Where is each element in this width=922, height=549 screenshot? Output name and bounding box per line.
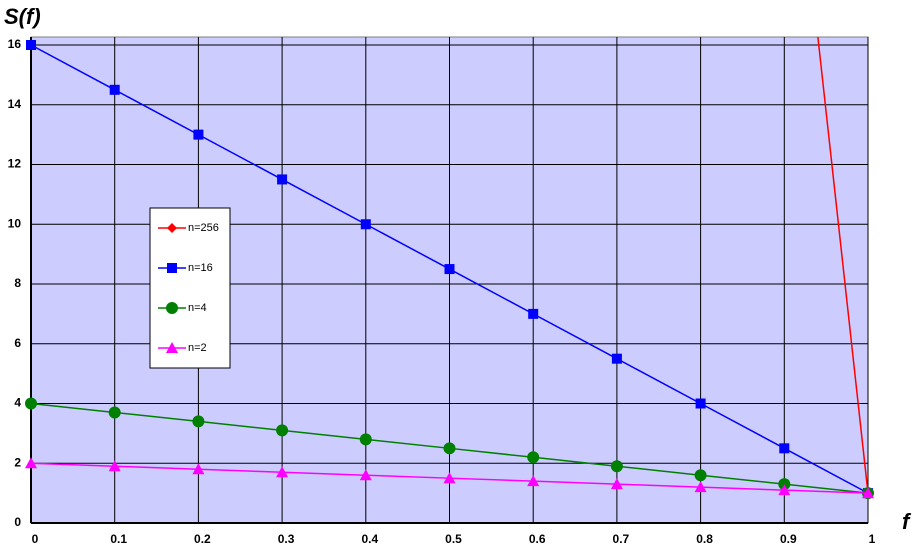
marker — [611, 353, 622, 364]
marker — [167, 263, 177, 273]
x-tick-label: 0.6 — [529, 532, 546, 546]
y-tick-label: 6 — [14, 336, 21, 350]
x-tick-label: 0.7 — [613, 532, 630, 546]
y-tick-label: 12 — [8, 157, 22, 171]
x-tick-label: 0.3 — [278, 532, 295, 546]
x-tick-label: 0.4 — [361, 532, 378, 546]
marker — [443, 472, 456, 484]
legend-label: n=16 — [188, 262, 213, 274]
marker — [528, 308, 539, 319]
marker — [444, 264, 455, 275]
marker — [166, 302, 178, 314]
y-tick-label: 16 — [8, 37, 22, 51]
marker — [167, 223, 177, 233]
marker — [25, 397, 37, 410]
y-tick-label: 0 — [14, 515, 21, 529]
y-tick-label: 10 — [8, 216, 22, 230]
marker — [359, 433, 372, 446]
x-axis-title: f — [902, 509, 912, 534]
marker — [360, 219, 371, 230]
y-tick-label: 8 — [14, 276, 21, 290]
marker — [276, 466, 289, 478]
marker — [778, 484, 791, 496]
x-tick-label: 0.2 — [194, 532, 211, 546]
marker — [25, 457, 37, 469]
marker — [166, 342, 178, 353]
marker — [276, 424, 289, 437]
marker — [610, 460, 623, 473]
marker — [277, 174, 288, 185]
marker — [779, 443, 790, 454]
marker — [193, 129, 204, 140]
marker — [192, 463, 205, 475]
legend-label: n=4 — [188, 302, 207, 314]
marker — [694, 469, 707, 482]
marker — [443, 442, 456, 455]
x-tick-label: 0.5 — [445, 532, 462, 546]
marker — [26, 40, 36, 50]
plot-content — [25, 37, 874, 500]
marker — [694, 481, 707, 493]
x-tick-label: 1 — [869, 532, 876, 546]
marker — [610, 478, 623, 490]
legend-box — [149, 207, 231, 369]
marker — [359, 469, 372, 481]
y-tick-label: 4 — [14, 396, 21, 410]
legend-label: n=2 — [188, 342, 207, 354]
y-tick-label: 2 — [14, 455, 21, 469]
marker — [109, 84, 120, 95]
y-tick-label: 14 — [8, 97, 22, 111]
x-tick-label: 0.1 — [110, 532, 127, 546]
x-tick-label: 0 — [32, 532, 39, 546]
x-tick-label: 0.9 — [780, 532, 797, 546]
x-tick-label: 0.8 — [696, 532, 713, 546]
marker — [108, 406, 121, 419]
marker — [527, 475, 540, 487]
marker — [527, 451, 540, 464]
marker — [192, 415, 205, 428]
marker — [695, 398, 706, 409]
y-axis-title: S(f) — [4, 4, 41, 29]
legend-label: n=256 — [188, 222, 219, 234]
marker — [862, 487, 874, 499]
marker — [108, 460, 121, 472]
